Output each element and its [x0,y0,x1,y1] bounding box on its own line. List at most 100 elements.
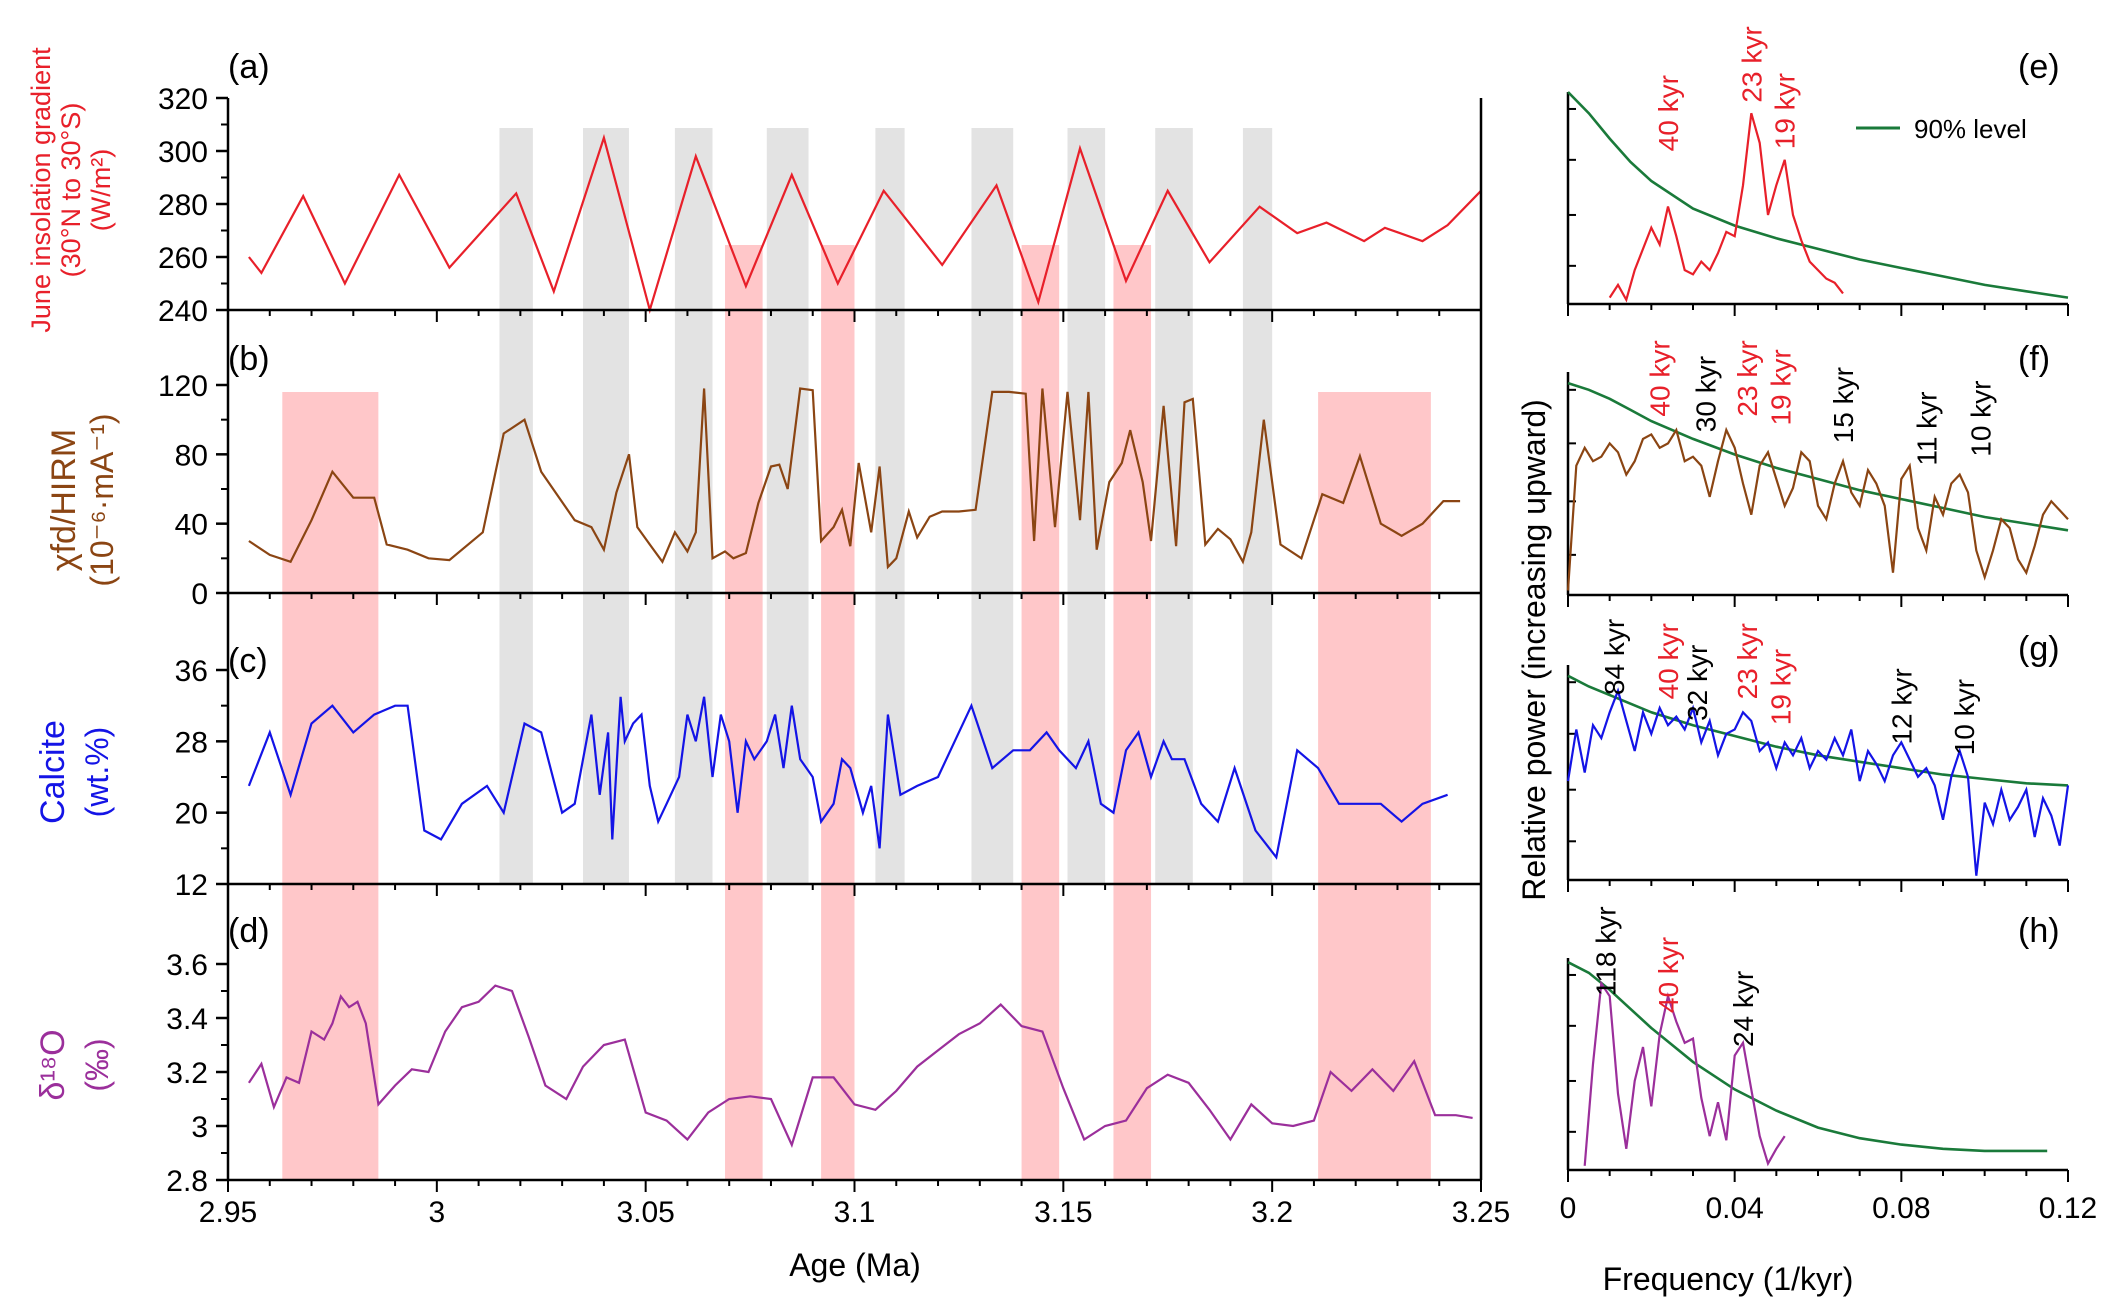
panel-f: (f) 40 kyr 30 kyr 23 kyr 19 kyr 15 kyr 11 kyr… [1566,340,2069,607]
panel-label-f: (f) [2018,340,2050,378]
peak-label-g-0: 84 kyr [1599,619,1630,695]
y-ticks-a: 240 260 280 300 320 [158,83,1482,328]
pink-wide-band-1 [1318,392,1431,1180]
spectrum-line-g [1566,687,2070,876]
peak-label-f-4: 15 kyr [1828,367,1859,443]
gray-band-1 [583,128,629,883]
ytick-label-c-2: 28 [175,726,208,759]
panel-d: (d) 2.8 3 3.2 3.4 3.6 δ¹⁸O (‰) [34,912,1482,1198]
peak-label-g-2: 32 kyr [1682,645,1713,721]
gray-band-3 [766,128,809,883]
ytick-label-b-2: 80 [175,439,208,472]
series-line-d18o [247,984,1473,1148]
ytick-label-d-1: 3 [191,1111,208,1144]
panel-b: (b) 0 40 80 120 χfd/HIRM (10⁻⁶·mA⁻¹) [45,340,1482,611]
gray-band-4 [875,128,905,883]
ylabel-a-line2: (30°N to 30°S) [56,103,86,278]
ylabel-d-line2: (‰) [79,1038,115,1091]
ytick-label-d-3: 3.4 [166,1003,208,1036]
y-axis-label-a: June insolation gradient (30°N to 30°S) … [26,47,116,333]
pink-band-0 [725,245,763,1180]
freq-tick-label-0: 0 [1560,1192,1577,1225]
peak-label-h-2: 24 kyr [1728,971,1759,1047]
peak-label-f-5: 11 kyr [1911,391,1942,465]
freq-tick-label-2: 0.08 [1872,1192,1930,1225]
spectra-xlabel: Frequency (1/kyr) [1603,1261,1854,1297]
panel-label-d: (d) [228,912,270,950]
panel-a: (a) 240 260 280 300 320 June insolation grad… [26,47,1482,333]
ytick-label-a-1: 260 [158,242,208,275]
peak-label-h-1: 40 kyr [1653,937,1684,1013]
peak-label-f-1: 30 kyr [1691,356,1722,432]
spectrum-line-f [1566,426,2069,591]
confidence-90-h [1567,961,2048,1153]
peak-label-f-3: 19 kyr [1766,349,1797,425]
age-tick-label-1: 3 [428,1196,445,1229]
gray-band-8 [1242,128,1273,883]
ytick-label-b-0: 0 [191,578,208,611]
y-ticks-b: 0 40 80 120 [158,370,1482,611]
ylabel-c-line1: Calcite [34,720,72,824]
freq-tick-label-3: 0.12 [2039,1192,2097,1225]
peak-label-e-0: 40 kyr [1653,75,1684,151]
ytick-label-d-2: 3.2 [166,1057,208,1090]
spectra-ylabel: Relative power (increasing upward) [1516,399,1552,901]
confidence-90-g [1567,674,2069,787]
spectrum-line-h [1583,980,1786,1167]
age-tick-label-2: 3.05 [616,1196,674,1229]
gray-band-5 [971,128,1014,883]
shaded-intervals [282,128,1431,1180]
ytick-label-a-2: 280 [158,189,208,222]
peak-label-f-2: 23 kyr [1732,340,1763,416]
ytick-label-c-1: 20 [175,798,208,831]
ytick-label-d-4: 3.6 [166,949,208,982]
x-axis-label-age: Age (Ma) [789,1247,921,1283]
age-tick-label-5: 3.2 [1251,1196,1293,1229]
peak-label-f-0: 40 kyr [1645,340,1676,416]
panel-label-b: (b) [228,340,270,378]
panel-label-a: (a) [228,48,270,86]
ylabel-a-line1: June insolation gradient [26,47,56,333]
panel-label-h: (h) [2018,912,2060,950]
ylabel-a-line3: (W/m²) [86,149,116,231]
ytick-label-b-1: 40 [175,509,208,542]
age-tick-label-0: 2.95 [199,1196,257,1229]
series-line-calcite [247,696,1448,860]
ylabel-c-line2: (wt.%) [79,727,115,818]
panel-label-c: (c) [228,642,268,680]
ytick-label-c-0: 12 [175,869,208,902]
ytick-label-a-3: 300 [158,136,208,169]
peak-label-g-6: 10 kyr [1949,679,1980,755]
ylabel-b-line1: χfd/HIRM [45,429,83,572]
peak-label-g-4: 19 kyr [1766,649,1797,725]
pink-band-3 [1113,245,1152,1180]
ytick-label-a-4: 320 [158,83,208,116]
ytick-label-a-0: 240 [158,295,208,328]
panel-h: (h) 118 kyr 40 kyr 24 kyr [1566,906,2069,1182]
time-axes: 2.95 3 3.05 3.1 3.15 3.2 3.25 Age (Ma) [199,98,1510,1283]
ytick-label-b-3: 120 [158,370,208,403]
legend-label-90: 90% level [1914,114,2027,144]
x-ticks-age: 2.95 3 3.05 3.1 3.15 3.2 3.25 [199,1196,1510,1229]
ytick-label-d-0: 2.8 [166,1165,208,1198]
age-tick-label-6: 3.25 [1452,1196,1510,1229]
peak-label-e-2: 19 kyr [1770,73,1801,149]
ytick-label-c-3: 36 [175,655,208,688]
spectrum-line-e [1608,112,1844,303]
series-line-insolation [248,133,1482,315]
age-tick-label-4: 3.15 [1034,1196,1092,1229]
pink-wide-band-0 [282,392,379,1180]
panel-label-e: (e) [2018,48,2060,86]
peak-label-g-1: 40 kyr [1653,623,1684,699]
gray-band-0 [499,128,533,883]
panel-label-g: (g) [2018,630,2060,668]
x-ticks-frequency: 0 0.04 0.08 0.12 [1560,1192,2098,1225]
ylabel-b-line2: (10⁻⁶·mA⁻¹) [84,413,120,586]
gray-band-6 [1067,128,1106,883]
peak-label-g-5: 12 kyr [1886,668,1917,744]
peak-label-e-1: 23 kyr [1736,26,1767,102]
freq-tick-label-1: 0.04 [1705,1192,1763,1225]
